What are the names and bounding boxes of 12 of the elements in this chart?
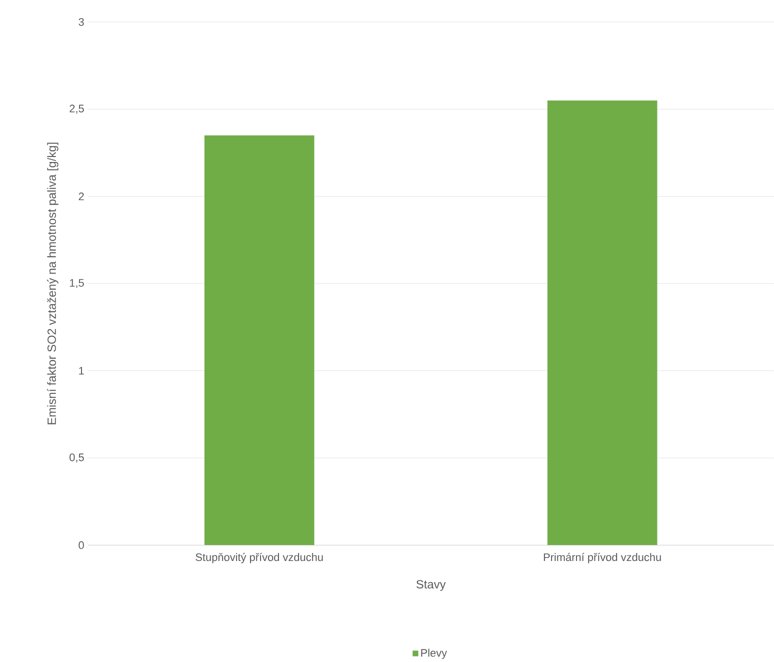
y-tick-label: 0,5 <box>70 453 84 462</box>
y-tick-label: 0 <box>78 541 84 549</box>
y-tick-label: 2,5 <box>70 104 84 114</box>
legend-label: Plevy <box>421 648 448 659</box>
y-axis-title: Emisní faktor SO2 vztažený na hmotnost paliva [g/kg] <box>47 142 58 424</box>
x-axis-title: Stavy <box>416 580 446 591</box>
x-tick-label: Stupňovitý přívod vzduchu <box>196 552 323 564</box>
y-tick-label: 3 <box>78 18 84 26</box>
y-tick-label: 1,5 <box>70 279 84 288</box>
y-tick-label: 2 <box>78 192 84 200</box>
y-tick-label: 1 <box>79 366 84 374</box>
x-tick-label: Primární přívod vzduchu <box>544 552 661 564</box>
